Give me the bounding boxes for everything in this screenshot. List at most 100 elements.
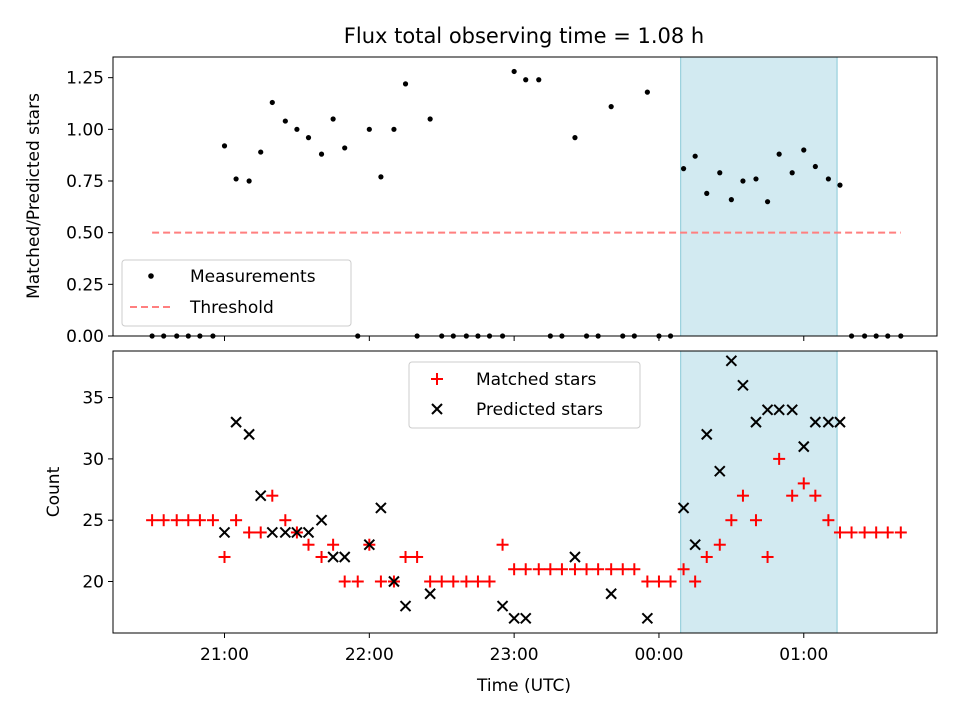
matched-star-point [725,514,738,527]
legend-matched-marker [431,373,443,385]
measurement-point [764,199,771,205]
matched-star-point [206,514,219,527]
measurement-point [572,135,578,141]
bottom-legend: Matched stars Predicted stars [408,361,641,429]
predicted-star-point [822,416,835,428]
predicted-star-point [761,404,774,416]
bottom-axes-frame [112,350,938,634]
top-ytick-label: 1.25 [66,69,104,89]
matched-star-point [568,563,581,576]
measurement-point [221,143,228,149]
measurement-point [825,176,831,182]
bottom-marks [146,355,907,624]
matched-star-point [146,514,159,527]
top-ytick-label: 0.25 [66,275,104,295]
matched-star-point [374,575,387,588]
matched-star-point [616,563,629,576]
matched-star-point [641,575,654,588]
measurement-point [233,176,239,182]
predicted-star-point [786,404,798,416]
measurement-point [812,163,818,170]
predicted-star-point [302,526,315,539]
predicted-star-point [508,612,520,624]
top-legend: Measurements Threshold [121,259,352,327]
measurement-point [282,118,288,124]
predicted-star-point [496,600,509,612]
matched-star-point [447,575,460,588]
matched-star-point [460,575,473,588]
predicted-star-point [266,526,279,539]
matched-star-point [243,526,256,539]
predicted-star-point [388,575,400,588]
matched-star-point [435,575,448,588]
matched-star-point [508,563,521,576]
top-marks [149,68,904,339]
bottom-xlabel: Time (UTC) [476,676,571,696]
measurement-point [728,197,734,203]
measurement-point [644,89,650,95]
matched-star-point [845,526,858,539]
matched-star-point [592,563,605,576]
matched-star-point [170,514,183,527]
matched-star-point [749,514,762,527]
predicted-star-point [363,539,376,551]
top-ylabel: Matched/Predicted stars [24,93,44,299]
matched-star-point [302,538,315,551]
measurement-point [608,104,614,110]
matched-star-point [870,526,883,539]
top-ticks: 0.00 0.25 0.50 0.75 1.00 1.25 [66,69,805,347]
measurement-point [330,116,336,122]
predicted-star-point [737,379,749,392]
measurement-point [680,166,687,172]
measurement-point [801,147,807,153]
predicted-star-point [399,600,412,612]
matched-star-point [689,575,702,588]
bottom-ytick-label: 30 [82,450,104,470]
measurement-point [523,77,529,83]
bottom-ytick-label: 25 [82,511,104,531]
top-ytick-label: 0.00 [66,327,104,347]
matched-star-point [182,514,195,527]
measurement-point [258,149,264,155]
bottom-ylabel: Count [44,466,64,517]
matched-star-point [519,563,532,576]
bottom-xtick-label: 01:00 [779,645,828,665]
top-ytick-label: 1.00 [66,120,104,140]
measurement-point [717,170,723,176]
predicted-star-point [424,588,436,600]
matched-star-point [700,550,713,563]
matched-star-point [713,538,726,551]
measurement-point [536,77,542,83]
matched-star-point [483,575,496,588]
bottom-highlight-span [680,350,838,634]
matched-star-point [628,563,641,576]
legend-measurements-marker [148,273,154,279]
predicted-star-point [569,551,581,563]
legend-predicted-marker [431,403,443,415]
matched-star-point [424,575,437,588]
measurement-point [789,170,795,176]
matched-star-point [544,563,557,576]
matched-star-point [157,514,170,527]
matched-star-point [858,526,871,539]
top-highlight-span [680,56,838,337]
predicted-star-point [641,612,654,624]
matched-star-point [496,538,509,551]
bottom-legend-box [408,361,641,429]
bottom-xtick-label: 23:00 [490,645,539,665]
matched-star-point [833,526,846,539]
top-axes-frame [112,56,938,337]
matched-star-point [532,563,545,576]
measurement-point [294,126,300,132]
matched-star-point [664,575,677,588]
measurement-point [402,81,409,87]
predicted-star-point [689,539,701,551]
measurement-point [776,151,782,157]
predicted-star-point [750,416,762,428]
matched-star-point [399,550,412,563]
bottom-xtick-label: 00:00 [634,645,683,665]
bottom-ticks: 20 25 30 35 21:00 22:00 23:00 00:00 01:00 [82,389,828,665]
measurement-point [427,116,433,122]
